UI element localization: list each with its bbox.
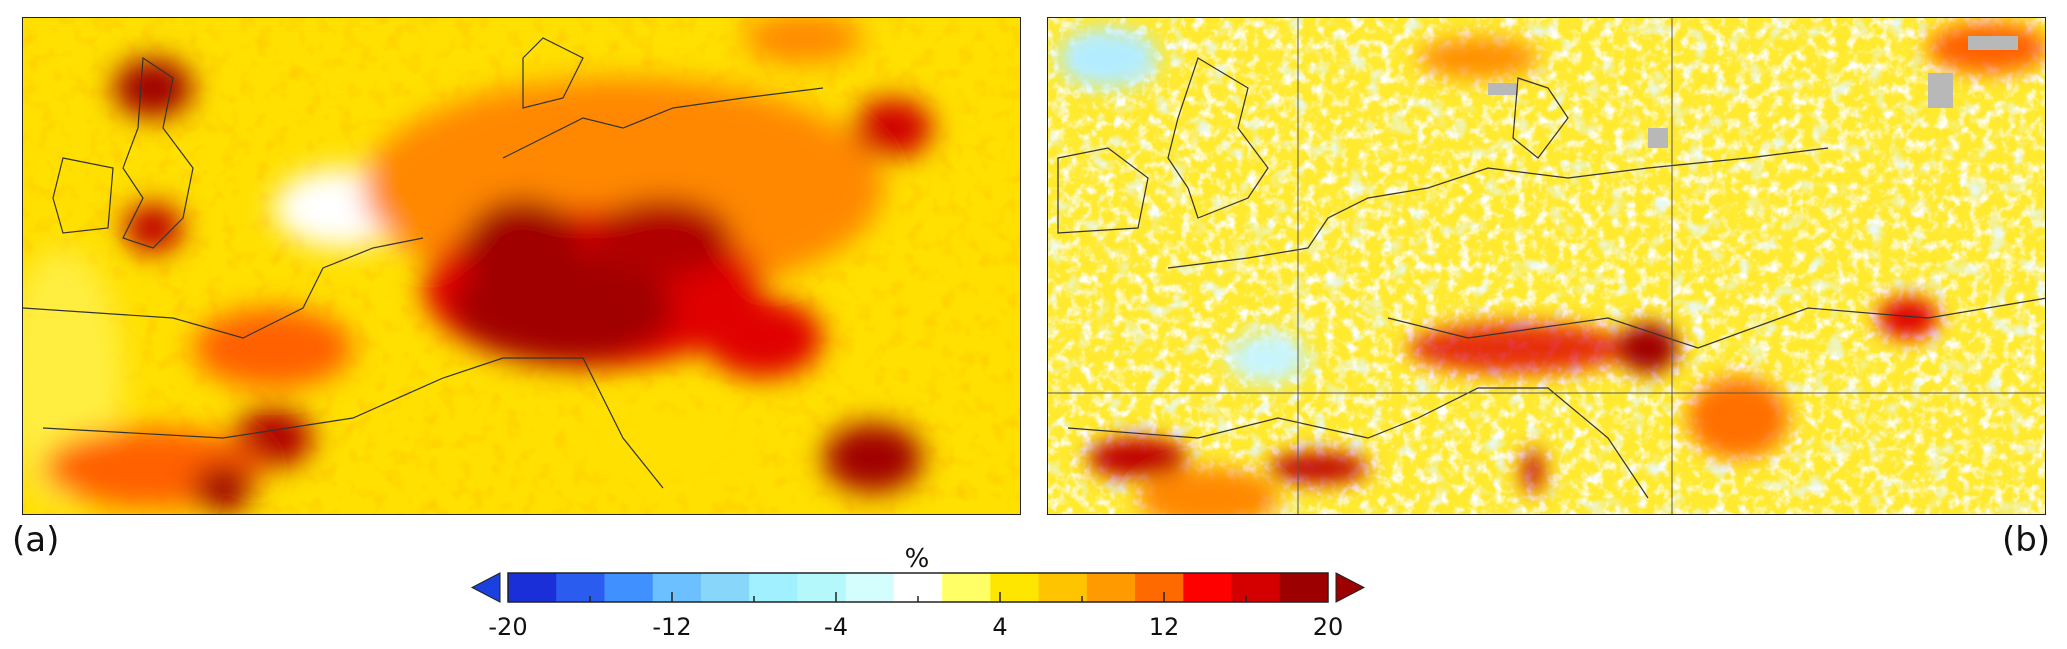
coastlines (23, 37, 824, 489)
colorbar-under-arrow (470, 572, 501, 603)
colorbar-segment (942, 573, 991, 602)
colorbar-segment (1279, 573, 1329, 602)
map-panel-b (1047, 17, 2046, 515)
colorbar-segment (749, 573, 798, 602)
colorbar-segment (797, 573, 847, 602)
colorbar-segment (1183, 573, 1233, 602)
colorbar-segment (700, 573, 750, 602)
panel-label-b: (b) (2002, 520, 2051, 560)
difference-map-b (1048, 18, 2045, 514)
colorbar-tick-label: -12 (652, 613, 691, 641)
colorbar: % -20 -12 -4 4 12 20 (470, 545, 1366, 641)
missing-data (1488, 36, 2018, 148)
colorbar-segment (556, 573, 605, 602)
map-panel-a (22, 17, 1021, 515)
colorbar-segment (1038, 573, 1088, 602)
colorbar-title: % (905, 545, 930, 574)
colorbar-segment (1086, 573, 1136, 602)
colorbar-segment (652, 573, 702, 602)
colorbar-tick-label: 12 (1149, 613, 1180, 641)
grid-lines (1048, 18, 2045, 514)
coastlines (1057, 57, 2045, 499)
colorbar-tick-label: -20 (488, 613, 527, 641)
colorbar-tick-label: -4 (824, 613, 848, 641)
colorbar-tick-label: 4 (992, 613, 1007, 641)
colorbar-segment (1135, 573, 1184, 602)
colorbar-segment (604, 573, 654, 602)
anomaly-regions (23, 18, 933, 513)
difference-map-a (23, 18, 1020, 514)
colorbar-segment (845, 573, 895, 602)
colorbar-over-arrow (1335, 572, 1366, 603)
colorbar-segment (508, 573, 557, 602)
colorbar-segment (1231, 573, 1281, 602)
colorbar-tick-label: 20 (1313, 613, 1344, 641)
colorbar-segment (990, 573, 1040, 602)
panel-label-a: (a) (12, 520, 60, 560)
